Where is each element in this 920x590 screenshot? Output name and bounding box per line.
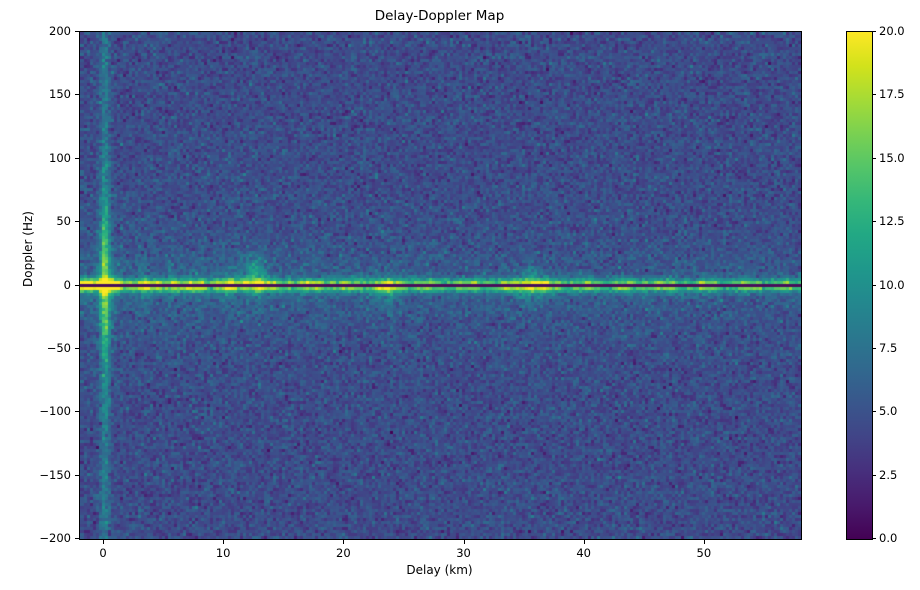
- colorbar: [846, 31, 873, 540]
- colorbar-tick-mark: [872, 411, 876, 412]
- x-tick-mark: [103, 540, 104, 544]
- x-tick-mark: [343, 540, 344, 544]
- colorbar-tick-label: 7.5: [879, 340, 898, 355]
- colorbar-tick-mark: [872, 158, 876, 159]
- colorbar-tick-label: 15.0: [879, 150, 905, 165]
- y-tick-mark: [75, 475, 79, 476]
- colorbar-tick-label: 17.5: [879, 87, 905, 102]
- y-tick-label: −50: [46, 340, 71, 355]
- colorbar-tick-label: 10.0: [879, 277, 905, 292]
- x-tick-label: 50: [696, 546, 712, 560]
- x-tick-label: 40: [576, 546, 592, 560]
- page-title: Delay-Doppler Map: [374, 8, 505, 24]
- colorbar-tick-mark: [872, 538, 876, 539]
- y-tick-mark: [75, 221, 79, 222]
- colorbar-tick-label: 12.5: [879, 214, 905, 229]
- y-tick-mark: [75, 285, 79, 286]
- x-tick-mark: [704, 540, 705, 544]
- colorbar-tick-label: 0.0: [879, 531, 898, 545]
- colorbar-tick-mark: [872, 94, 876, 95]
- y-tick-mark: [75, 411, 79, 412]
- heatmap-plot-area: [79, 31, 802, 540]
- colorbar-tick-mark: [872, 221, 876, 222]
- delay-doppler-heatmap: [80, 32, 801, 539]
- y-tick-label: 200: [49, 24, 71, 38]
- x-tick-label: 30: [456, 546, 471, 560]
- y-tick-mark: [75, 31, 79, 32]
- y-axis-label: Doppler (Hz): [21, 211, 35, 287]
- y-tick-label: 100: [49, 150, 71, 165]
- x-tick-mark: [223, 540, 224, 544]
- colorbar-tick-mark: [872, 285, 876, 286]
- colorbar-tick-label: 2.5: [879, 467, 898, 482]
- colorbar-tick-label: 5.0: [879, 404, 898, 419]
- x-tick-mark: [584, 540, 585, 544]
- colorbar-tick-label: 20.0: [879, 24, 905, 38]
- y-tick-label: 150: [49, 87, 71, 102]
- y-tick-mark: [75, 538, 79, 539]
- x-tick-mark: [464, 540, 465, 544]
- y-tick-label: 0: [63, 277, 71, 292]
- y-tick-mark: [75, 348, 79, 349]
- colorbar-gradient: [847, 32, 872, 539]
- colorbar-tick-mark: [872, 475, 876, 476]
- y-tick-label: −150: [39, 467, 71, 482]
- y-tick-label: 50: [56, 214, 71, 229]
- y-tick-label: −100: [39, 404, 71, 419]
- x-tick-label: 10: [215, 546, 231, 560]
- y-tick-label: −200: [39, 531, 71, 545]
- colorbar-tick-mark: [872, 31, 876, 32]
- x-tick-label: 20: [336, 546, 351, 560]
- x-axis-label: Delay (km): [406, 563, 473, 577]
- y-tick-mark: [75, 158, 79, 159]
- colorbar-tick-mark: [872, 348, 876, 349]
- y-tick-mark: [75, 94, 79, 95]
- x-tick-label: 0: [99, 546, 107, 560]
